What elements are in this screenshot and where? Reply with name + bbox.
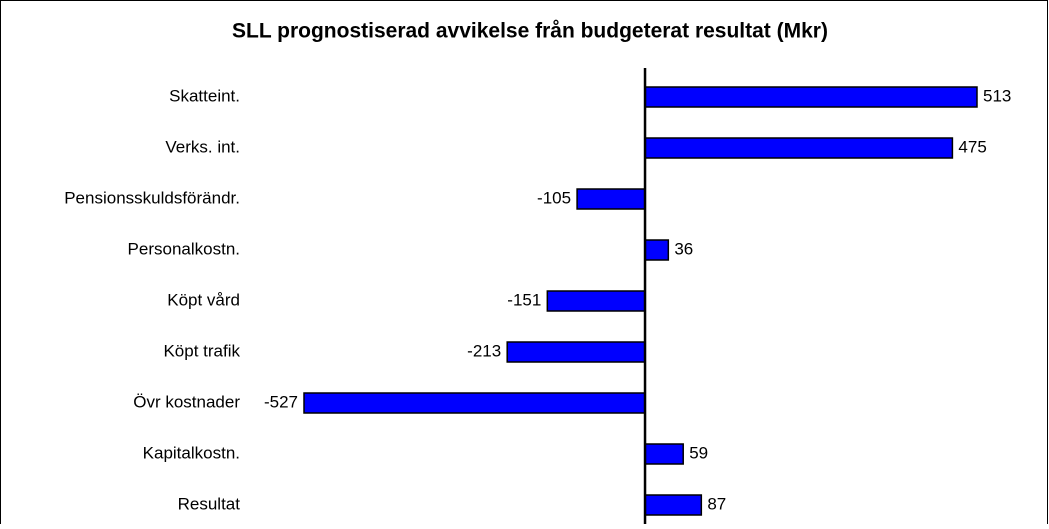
bar [644, 86, 978, 108]
bar [644, 494, 703, 516]
y-tick-label: Övr kostnader [133, 392, 240, 411]
value-label: 475 [958, 137, 986, 156]
bar [644, 239, 670, 261]
value-label: -527 [264, 392, 298, 411]
y-tick-label: Kapitalkostn. [143, 443, 240, 462]
y-tick-label: Resultat [178, 494, 241, 513]
value-label: -151 [507, 290, 541, 309]
value-label: -213 [467, 341, 501, 360]
y-tick-label: Pensionsskuldsförändr. [64, 188, 240, 207]
bar [644, 137, 954, 159]
bar [303, 392, 646, 414]
y-tick-label: Köpt trafik [163, 341, 240, 360]
value-label: 87 [707, 494, 726, 513]
chart-title: SLL prognostiserad avvikelse från budget… [232, 20, 828, 43]
value-label: 36 [674, 239, 693, 258]
bar [576, 188, 646, 210]
value-label: -105 [537, 188, 571, 207]
value-label: 59 [689, 443, 708, 462]
bar [506, 341, 646, 363]
y-tick-label: Personalkostn. [128, 239, 240, 258]
y-tick-label: Köpt vård [167, 290, 240, 309]
y-tick-label: Skatteint. [169, 86, 240, 105]
value-label: 513 [983, 86, 1011, 105]
y-tick-label: Verks. int. [165, 137, 240, 156]
bar [644, 443, 684, 465]
bar [546, 290, 646, 312]
